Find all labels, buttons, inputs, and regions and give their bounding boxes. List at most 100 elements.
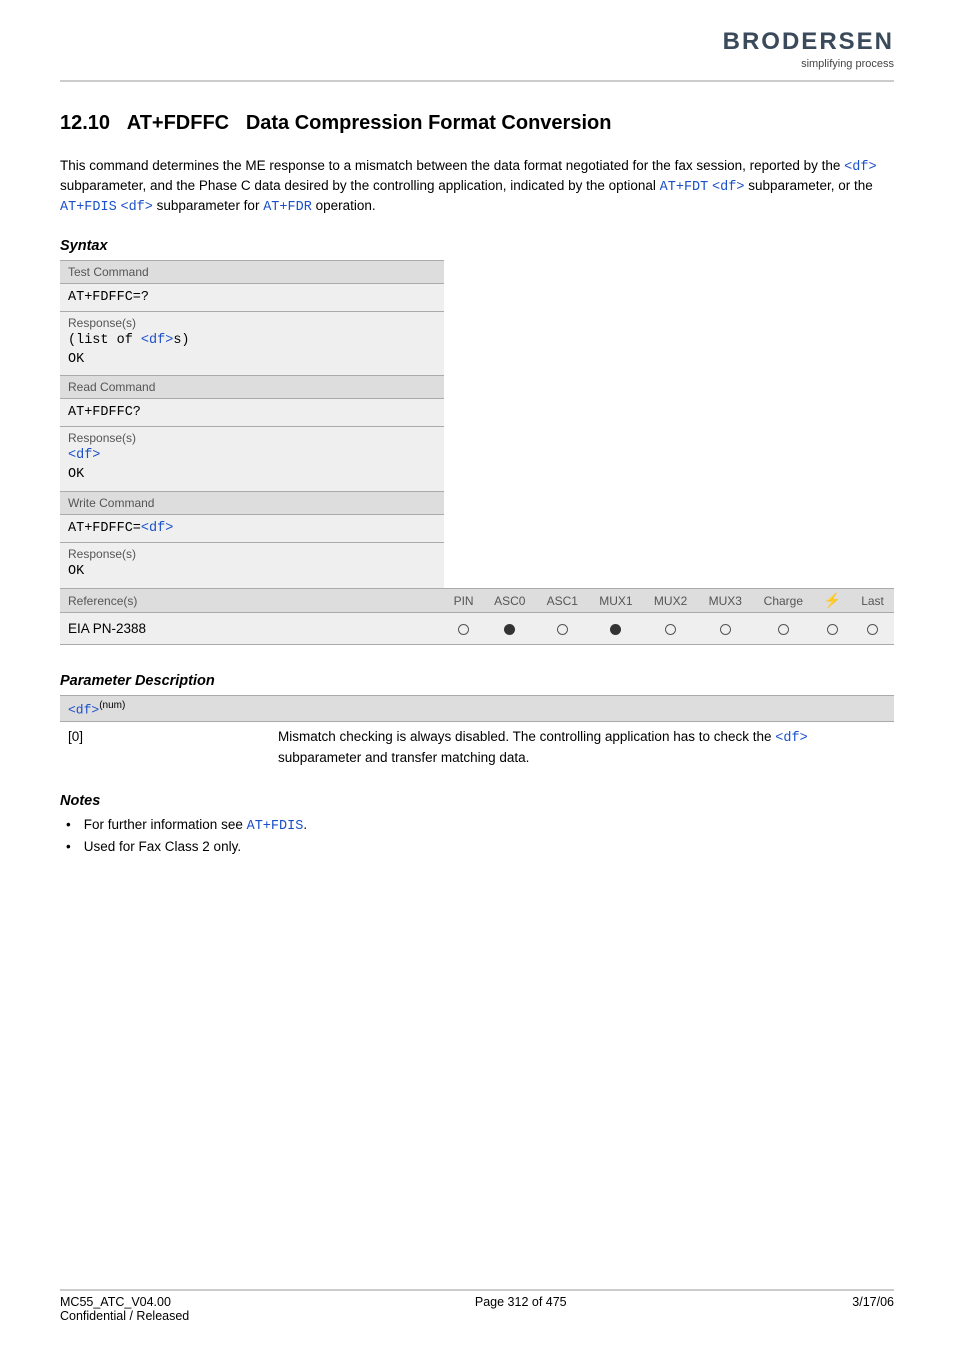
atfdis-link[interactable]: AT+FDIS [247,819,304,834]
df-link[interactable]: <df> [141,333,173,348]
intro-paragraph: This command determines the ME response … [60,157,894,218]
df-link[interactable]: <df> [775,731,807,746]
reference-label: Reference(s) [60,589,444,613]
dot-last [851,613,894,645]
col-run-icon: ⚡ [814,589,851,613]
resp-ok: OK [68,352,84,367]
note-text: . [303,817,307,832]
note-text: For further information see [84,817,247,832]
write-response: Response(s) OK [60,543,444,589]
title-number: 12.10 [60,112,110,134]
df-link[interactable]: <df> [712,180,744,195]
footer: MC55_ATC_V04.00 Confidential / Released … [60,1289,894,1323]
df-link[interactable]: <df> [120,200,152,215]
df-link[interactable]: <df> [844,160,876,175]
parameter-heading: Parameter Description [60,673,894,689]
reference-body-row: EIA PN-2388 [60,613,894,645]
col-charge: Charge [753,589,814,613]
resp-text: s) [173,333,189,348]
param-sup: (num) [99,700,125,711]
intro-text: subparameter for [153,198,263,213]
footer-date: 3/17/06 [852,1295,894,1323]
footer-left: MC55_ATC_V04.00 Confidential / Released [60,1295,189,1323]
logo: BRODERSEN simplifying process [723,28,894,70]
response-label: Response(s) [68,547,436,561]
dot-open-icon [720,624,731,635]
bullet-icon: • [66,815,80,835]
param-text: subparameter and transfer matching data. [278,750,529,765]
logo-name: BRODERSEN [723,28,894,56]
reference-value: EIA PN-2388 [60,613,444,645]
read-response: Response(s) <df> OK [60,427,444,492]
parameter-name-row: <df>(num) [60,695,894,722]
title-desc: Data Compression Format Conversion [246,112,612,134]
dot-pin [444,613,484,645]
reference-header-row: Reference(s) PIN ASC0 ASC1 MUX1 MUX2 MUX… [60,589,894,613]
df-link[interactable]: <df> [141,521,173,536]
col-mux2: MUX2 [643,589,698,613]
dot-open-icon [665,624,676,635]
dot-asc1 [536,613,589,645]
response-label: Response(s) [68,431,436,445]
dot-open-icon [867,624,878,635]
intro-text: subparameter, or the [744,178,872,193]
footer-confidential: Confidential / Released [60,1309,189,1323]
syntax-table: Test Command AT+FDFFC=? Response(s) (lis… [60,260,894,645]
note-text: Used for Fax Class 2 only. [84,839,241,854]
syntax-heading: Syntax [60,238,894,254]
parameter-row: [0] Mismatch checking is always disabled… [60,722,894,772]
col-pin: PIN [444,589,484,613]
footer-doc: MC55_ATC_V04.00 [60,1295,171,1309]
parameter-section: Parameter Description <df>(num) [0] Mism… [60,673,894,773]
dot-mux1 [589,613,644,645]
dot-open-icon [557,624,568,635]
write-command-label: Write Command [60,492,444,515]
test-command-label: Test Command [60,260,444,283]
write-command: AT+FDFFC=<df> [60,515,444,543]
note-item: • For further information see AT+FDIS. [66,815,894,837]
dot-filled-icon [610,624,621,635]
response-label: Response(s) [68,316,436,330]
df-link[interactable]: <df> [68,702,99,717]
dot-mux2 [643,613,698,645]
header-rule [60,80,894,82]
intro-text: subparameter, and the Phase C data desir… [60,178,660,193]
dot-filled-icon [504,624,515,635]
read-command-label: Read Command [60,376,444,399]
header: BRODERSEN simplifying process [60,0,894,82]
bullet-icon: • [66,837,80,857]
resp-ok: OK [68,564,84,579]
col-mux3: MUX3 [698,589,753,613]
test-response: Response(s) (list of <df>s) OK [60,311,444,376]
section-title: 12.10 AT+FDFFC Data Compression Format C… [60,112,894,135]
dot-open-icon [827,624,838,635]
notes-heading: Notes [60,793,894,809]
resp-ok: OK [68,467,84,482]
note-item: • Used for Fax Class 2 only. [66,837,894,857]
read-command: AT+FDFFC? [60,399,444,427]
atfdis-link[interactable]: AT+FDIS [60,200,117,215]
intro-text: operation. [312,198,376,213]
param-key: [0] [68,728,278,766]
df-link[interactable]: <df> [68,448,100,463]
col-asc0: ASC0 [484,589,537,613]
resp-text: (list of [68,333,141,348]
notes-section: Notes • For further information see AT+F… [60,793,894,858]
col-mux1: MUX1 [589,589,644,613]
param-text: Mismatch checking is always disabled. Th… [278,729,775,744]
dot-charge [753,613,814,645]
atfdt-link[interactable]: AT+FDT [660,180,709,195]
syntax-section: Syntax Test Command AT+FDFFC=? Response(… [60,238,894,645]
test-command: AT+FDFFC=? [60,283,444,311]
run-icon: ⚡ [824,593,841,607]
cmd-text: AT+FDFFC= [68,521,141,536]
logo-tagline: simplifying process [723,58,894,70]
title-command: AT+FDFFC [127,112,229,134]
footer-page: Page 312 of 475 [475,1295,567,1323]
col-last: Last [851,589,894,613]
dot-run [814,613,851,645]
intro-text: This command determines the ME response … [60,158,844,173]
atfdr-link[interactable]: AT+FDR [263,200,312,215]
dot-asc0 [484,613,537,645]
dot-open-icon [458,624,469,635]
